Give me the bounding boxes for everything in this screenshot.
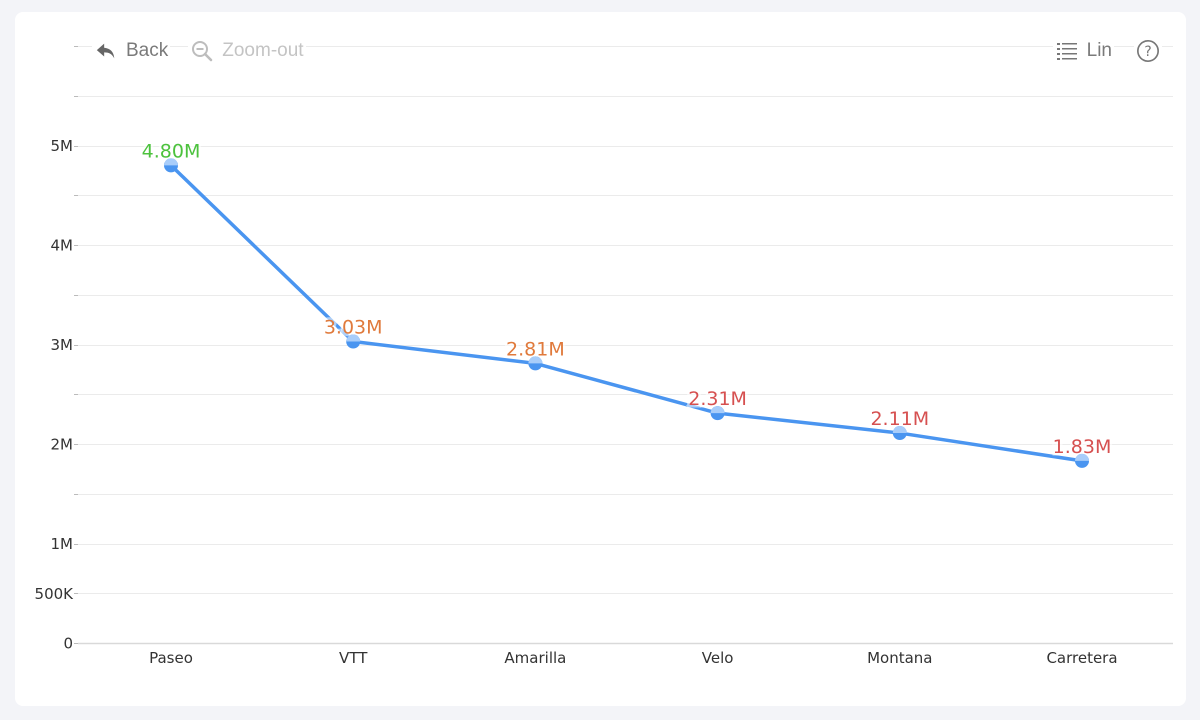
toolbar-right: Lin ? [1052,37,1162,65]
series-line [169,163,1084,463]
data-point-marker[interactable] [528,356,543,371]
undo-arrow-icon [94,39,118,63]
x-tick-label: Montana [867,649,932,667]
gridlines [74,46,1173,644]
zoom-out-icon [190,39,214,63]
back-button[interactable]: Back [92,39,171,63]
chart-card [15,12,1186,706]
x-tick-label: VTT [339,649,368,667]
scale-label: Lin [1086,40,1112,61]
data-label: 2.81M [506,338,565,360]
toolbar-left: Back Zoom-out [92,37,306,65]
scale-toggle-button[interactable]: Lin [1052,39,1114,63]
y-axis: 0 500K 1M 2M 3M 4M 5M [35,137,75,653]
y-tick-label: 1M [51,535,74,553]
data-point-marker[interactable] [346,334,361,349]
data-markers [164,158,1089,468]
data-point-marker[interactable] [1075,453,1089,468]
list-icon [1055,39,1079,63]
y-tick-label: 2M [51,436,74,454]
zoom-out-button[interactable]: Zoom-out [188,39,306,63]
data-point-marker[interactable] [892,426,907,441]
x-axis: Paseo VTT Amarilla Velo Montana Carretera [78,642,1173,667]
x-tick-label: Carretera [1046,649,1117,667]
x-tick-label: Amarilla [504,649,566,667]
back-label: Back [126,40,169,61]
svg-text:?: ? [1144,44,1151,60]
y-tick-label: 5M [51,137,74,155]
x-tick-label: Velo [702,649,734,667]
help-button[interactable]: ? [1134,39,1162,63]
help-circle-icon: ? [1136,39,1160,63]
y-tick-label: 3M [51,336,74,354]
data-point-marker[interactable] [710,406,725,421]
zoom-out-label: Zoom-out [222,40,304,61]
y-tick-label: 500K [35,585,75,603]
y-tick-label: 4M [51,237,74,255]
data-point-marker[interactable] [164,158,178,173]
y-tick-label: 0 [63,635,73,653]
data-label: 1.83M [1053,436,1112,458]
x-tick-label: Paseo [149,649,193,667]
